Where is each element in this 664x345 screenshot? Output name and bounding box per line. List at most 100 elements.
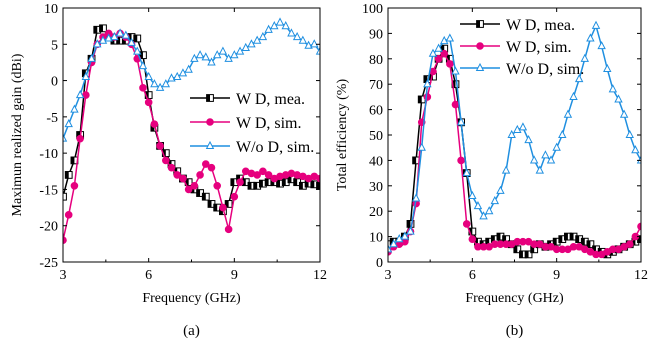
panel-caption: (a) — [183, 323, 200, 339]
data-point — [316, 181, 320, 190]
data-point-fill — [185, 178, 189, 186]
data-point-fill — [558, 235, 563, 243]
data-point — [484, 206, 494, 215]
data-point — [446, 60, 454, 68]
legend-item: W/o D, sim. — [190, 139, 314, 156]
data-point-fill — [168, 160, 172, 168]
x-tick-label: 3 — [385, 268, 392, 283]
data-point-fill — [65, 171, 69, 179]
y-tick-label: 0 — [376, 256, 383, 271]
data-point — [230, 192, 239, 201]
data-point-fill — [99, 24, 103, 32]
data-point-fill — [139, 51, 143, 59]
data-point — [586, 33, 595, 42]
legend-label: W D, mea. — [236, 91, 305, 108]
data-point — [81, 71, 91, 80]
data-point — [496, 185, 505, 194]
data-point-fill — [162, 149, 166, 157]
data-point-fill — [476, 20, 480, 28]
data-point — [400, 231, 410, 240]
data-point-fill — [122, 37, 126, 45]
data-point — [292, 31, 302, 41]
data-point — [173, 171, 182, 179]
panel-a-gain-chart: 3 6 9 12 -25 -20 -15 -10 -5 0 5 10 Frequency (GHz) Ma… — [10, 2, 327, 339]
data-point — [580, 53, 590, 62]
x-tick-label: 3 — [60, 268, 67, 283]
y-tick-label: 0 — [51, 75, 58, 90]
data-point-fill — [385, 241, 388, 248]
legend-item: W D, mea. — [460, 17, 575, 34]
data-point — [167, 73, 176, 82]
data-point-fill — [564, 233, 568, 240]
data-point — [115, 28, 125, 37]
x-tick-label: 6 — [145, 268, 152, 283]
data-point — [207, 57, 216, 66]
data-point — [64, 119, 73, 128]
data-point — [535, 165, 545, 174]
data-point-fill — [575, 235, 580, 243]
y-tick-label: 90 — [369, 27, 383, 42]
data-point — [70, 104, 79, 113]
data-point-fill — [310, 180, 315, 188]
data-point-fill — [236, 175, 241, 182]
data-point-fill — [225, 200, 229, 208]
data-point — [144, 71, 153, 80]
data-point-frame — [63, 192, 67, 201]
legend-label: W D, sim. — [506, 39, 571, 56]
data-point-fill — [111, 37, 115, 45]
data-point — [552, 142, 561, 151]
data-point — [473, 201, 483, 210]
data-point — [213, 182, 222, 190]
data-point-fill — [202, 193, 206, 201]
data-point — [219, 203, 227, 212]
data-point-fill — [418, 96, 422, 103]
data-point-fill — [468, 228, 473, 235]
data-point — [156, 142, 164, 150]
data-point-fill — [452, 80, 456, 88]
data-point — [162, 156, 170, 165]
data-point — [417, 142, 426, 151]
data-point-fill — [631, 238, 636, 246]
data-point — [586, 240, 595, 249]
data-point-fill — [316, 182, 320, 190]
y-tick-label: -25 — [39, 256, 58, 271]
data-point-fill — [513, 245, 518, 253]
data-point-fill — [637, 235, 641, 243]
data-point — [224, 200, 233, 208]
data-point — [138, 60, 148, 70]
data-point-fill — [71, 157, 75, 164]
data-point — [139, 84, 147, 92]
data-point — [440, 49, 449, 58]
legend-label: W D, mea. — [506, 17, 575, 34]
data-point — [315, 46, 320, 55]
data-point — [281, 21, 290, 30]
data-point — [608, 84, 618, 93]
y-tick-label: 70 — [369, 78, 383, 93]
data-point — [287, 28, 296, 37]
x-tick-label: 9 — [553, 268, 560, 283]
x-axis-label: Frequency (GHz) — [142, 291, 241, 306]
data-point — [179, 174, 187, 183]
data-point — [224, 225, 233, 234]
y-tick-label: -5 — [46, 111, 58, 126]
legend-item: W D, sim. — [190, 115, 301, 132]
data-point-fill — [293, 178, 298, 186]
y-tick-label: 20 — [369, 205, 383, 220]
data-point — [76, 134, 84, 143]
data-point-fill — [173, 167, 178, 175]
y-tick-label: 40 — [369, 154, 383, 169]
data-point-fill — [196, 189, 201, 197]
data-point — [298, 35, 308, 44]
data-point — [513, 245, 522, 254]
data-point — [310, 39, 319, 48]
data-point — [546, 155, 556, 164]
data-point — [569, 91, 578, 100]
legend-item: W/o D, sim. — [460, 61, 584, 78]
data-point — [195, 50, 205, 59]
data-point — [524, 250, 533, 259]
data-point-fill — [412, 157, 417, 164]
data-point-fill — [502, 235, 507, 243]
data-point — [457, 156, 465, 165]
data-point-fill — [485, 238, 490, 246]
